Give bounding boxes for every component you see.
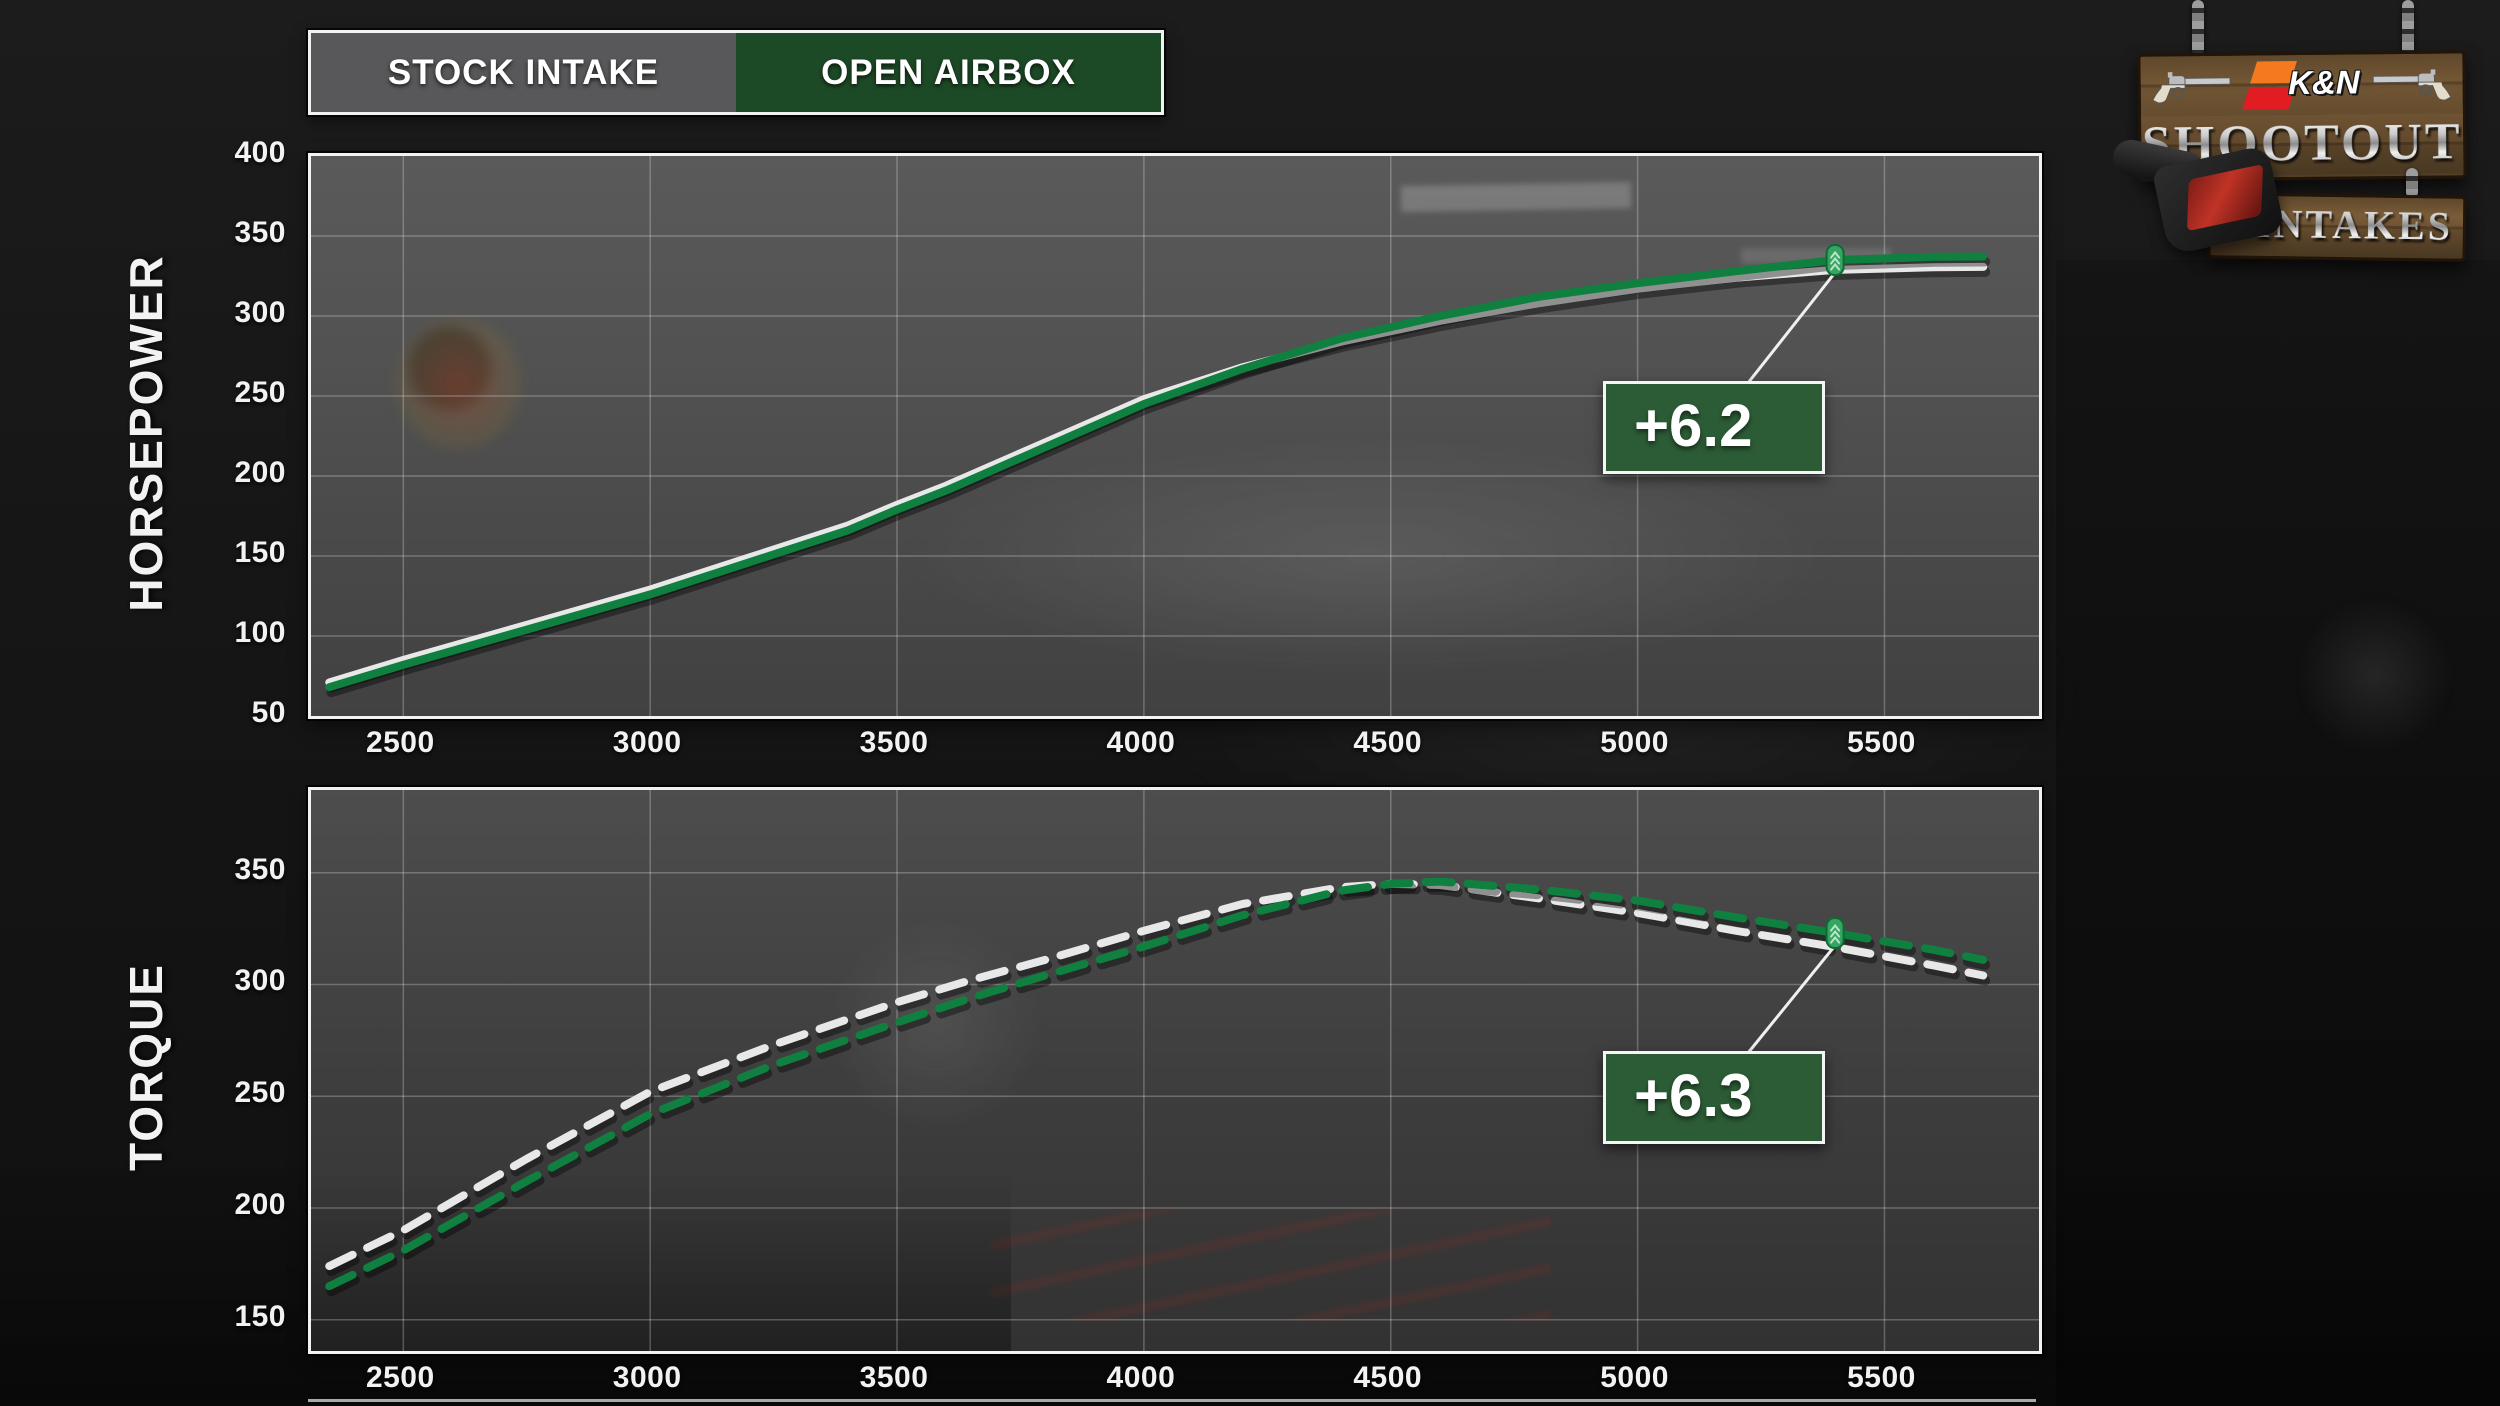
kn-shootout-logo: K&N SHOOTOUT INTAKES — [2109, 0, 2490, 275]
bottom-frame-line — [308, 1399, 2036, 1402]
chain-icon — [2406, 168, 2418, 198]
revolver-icon — [2372, 69, 2452, 101]
kn-brand-badge: K&N — [2242, 58, 2360, 113]
chain-icon — [2402, 0, 2414, 56]
shootout-sign: K&N SHOOTOUT — [2137, 50, 2467, 182]
background-floor-shadow — [0, 1150, 2500, 1406]
toggle-open-airbox[interactable]: OPEN AIRBOX — [736, 33, 1161, 112]
kn-brand-text: K&N — [2287, 63, 2360, 102]
shop-fan-silhouette — [2300, 600, 2450, 750]
intake-toggle: STOCK INTAKE OPEN AIRBOX — [308, 30, 1164, 115]
chain-icon — [2192, 0, 2204, 56]
background-shadow-right — [2056, 260, 2500, 1406]
toggle-stock-intake[interactable]: STOCK INTAKE — [311, 33, 736, 112]
revolver-icon — [2152, 72, 2231, 104]
